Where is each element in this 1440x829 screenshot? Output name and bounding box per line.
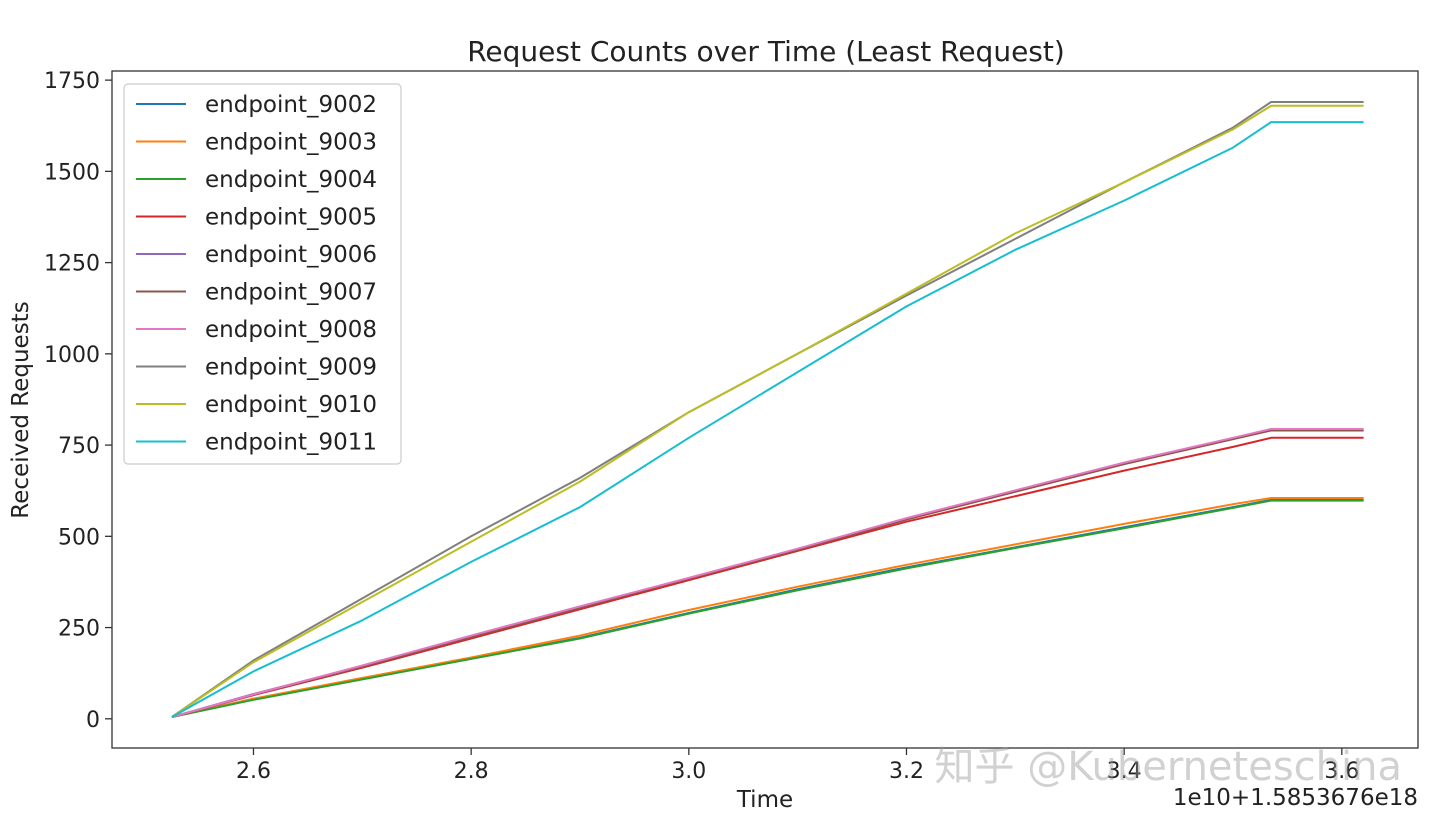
legend-entry: endpoint_9003	[205, 130, 377, 156]
series-line	[171, 436, 1364, 718]
plot-area-frame	[111, 70, 1419, 749]
legend-entry: endpoint_9005	[205, 205, 377, 231]
y-axis-label: Received Requests	[8, 301, 34, 518]
series-line	[171, 497, 1364, 718]
x-tick-label: 3.2	[889, 759, 924, 784]
series-line	[171, 429, 1364, 718]
x-axis-offset-label: 1e10+1.5853676e18	[1173, 785, 1418, 811]
legend-entry: endpoint_9006	[205, 242, 377, 268]
y-tick-label: 250	[58, 617, 100, 642]
series-line	[171, 428, 1364, 718]
legend-entry: endpoint_9011	[205, 430, 377, 456]
watermark: 知乎 @Kuberneteschina	[935, 744, 1402, 790]
legend-entry: endpoint_9007	[205, 280, 377, 306]
y-axis: 0 250 500 750 1000 1250 1500 1750	[44, 69, 112, 733]
legend-entry: endpoint_9002	[205, 92, 377, 118]
y-tick-label: 500	[58, 525, 100, 550]
x-tick-label: 2.6	[236, 759, 271, 784]
y-tick-label: 1250	[44, 252, 100, 277]
legend-entry: endpoint_9009	[205, 355, 377, 381]
series-lines	[171, 101, 1364, 718]
chart-title: Request Counts over Time (Least Request)	[467, 35, 1065, 68]
legend-frame	[123, 83, 402, 465]
y-tick-label: 0	[86, 708, 100, 733]
legend-entry: endpoint_9004	[205, 167, 377, 193]
y-tick-label: 750	[58, 434, 100, 459]
y-tick-label: 1500	[44, 160, 100, 185]
legend-entry: endpoint_9008	[205, 317, 377, 343]
series-line	[171, 121, 1364, 718]
legend: endpoint_9002 endpoint_9003 endpoint_9004e…	[123, 83, 402, 465]
series-line	[171, 499, 1364, 718]
y-tick-label: 1750	[44, 69, 100, 94]
series-line	[171, 104, 1364, 718]
legend-entry: endpoint_9010	[205, 392, 377, 418]
x-tick-label: 3.4	[1107, 759, 1142, 784]
x-axis-label: Time	[736, 787, 793, 813]
series-line	[171, 428, 1364, 718]
x-tick-label: 3.6	[1324, 759, 1359, 784]
y-tick-label: 1000	[44, 343, 100, 368]
x-tick-label: 3.0	[671, 759, 706, 784]
x-tick-label: 2.8	[454, 759, 489, 784]
x-axis: 2.6 2.8 3.0 3.2 3.4 3.6	[236, 748, 1359, 784]
